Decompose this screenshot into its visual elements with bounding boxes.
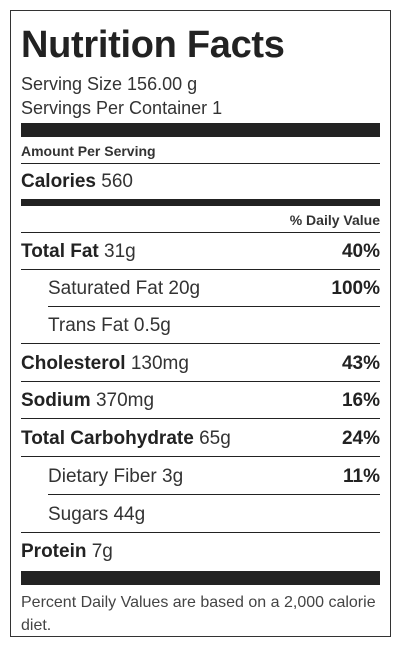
nutrient-amount: 20g: [168, 278, 201, 299]
nutrient-row-total-fat: Total Fat 31g 40%: [21, 233, 380, 270]
nutrient-row-cholesterol: Cholesterol 130mg 43%: [21, 345, 380, 382]
amount-per-serving: Amount Per Serving: [21, 143, 156, 159]
nutrient-amount: 31g: [104, 241, 136, 262]
nutrient-name: Sugars 44g: [48, 504, 145, 526]
calories-value: 560: [101, 171, 133, 192]
serving-size: Serving Size 156.00 g: [21, 74, 198, 94]
divider: [21, 232, 380, 233]
nutrient-amount: 0.5g: [133, 315, 171, 336]
label-title: Nutrition Facts: [21, 24, 285, 66]
nutrient-percent: 43%: [341, 353, 380, 374]
nutrient-label: Total Fat: [21, 241, 99, 262]
row-divider: [21, 456, 380, 457]
nutrient-row-trans-fat: Trans Fat 0.5g: [21, 307, 380, 344]
row-divider: [21, 343, 380, 344]
nutrient-label: Sugars: [48, 504, 109, 525]
nutrient-percent: 11%: [343, 466, 380, 487]
nutrient-percent: 24%: [341, 428, 380, 449]
nutrient-amount: 65g: [199, 428, 231, 449]
nutrient-name: Saturated Fat 20g: [48, 278, 200, 300]
footnote: Percent Daily Values are based on a 2,00…: [21, 594, 376, 634]
servings-per-container: Servings Per Container 1: [21, 98, 223, 118]
nutrient-label: Cholesterol: [21, 353, 126, 374]
nutrient-name: Protein 7g: [21, 541, 113, 563]
nutrient-amount: 370mg: [95, 390, 155, 411]
nutrient-label: Trans Fat: [48, 315, 129, 336]
thick-divider: [21, 123, 380, 137]
nutrient-label: Total Carbohydrate: [21, 428, 194, 449]
calories-row: Calories 560: [21, 163, 380, 199]
nutrient-name: Total Fat 31g: [21, 241, 136, 263]
nutrient-percent: 40%: [341, 241, 380, 262]
nutrient-row-saturated-fat: Saturated Fat 20g 100%: [21, 270, 380, 307]
nutrient-name: Cholesterol 130mg: [21, 353, 189, 375]
nutrient-row-protein: Protein 7g: [21, 533, 380, 570]
nutrient-name: Sodium 370mg: [21, 390, 154, 412]
row-divider: [21, 532, 380, 533]
nutrient-label: Sodium: [21, 390, 91, 411]
nutrient-row-total-carbohydrate: Total Carbohydrate 65g 24%: [21, 420, 380, 457]
nutrient-amount: 7g: [91, 541, 113, 562]
nutrient-percent: 100%: [331, 278, 380, 299]
nutrient-label: Dietary Fiber: [48, 466, 157, 487]
row-divider: [21, 381, 380, 382]
nutrition-label: Nutrition Facts Serving Size 156.00 g Se…: [10, 10, 391, 637]
calories-text: Calories 560: [21, 171, 133, 193]
divider: [21, 163, 380, 164]
nutrient-label: Protein: [21, 541, 87, 562]
nutrient-percent: 16%: [341, 390, 380, 411]
nutrient-amount: 130mg: [130, 353, 189, 374]
nutrient-name: Trans Fat 0.5g: [48, 315, 171, 337]
daily-value-header: % Daily Value: [289, 212, 380, 228]
calories-label: Calories: [21, 171, 96, 192]
nutrient-name: Total Carbohydrate 65g: [21, 428, 231, 450]
nutrient-label: Saturated Fat: [48, 278, 164, 299]
row-divider: [21, 269, 380, 270]
thick-divider: [21, 571, 380, 585]
row-divider: [48, 306, 380, 307]
nutrient-row-sodium: Sodium 370mg 16%: [21, 382, 380, 419]
nutrient-row-dietary-fiber: Dietary Fiber 3g 11%: [21, 458, 380, 495]
medium-divider: [21, 199, 380, 206]
row-divider: [21, 418, 380, 419]
nutrient-name: Dietary Fiber 3g: [48, 466, 183, 488]
nutrient-row-sugars: Sugars 44g: [21, 496, 380, 533]
nutrient-amount: 3g: [162, 466, 184, 487]
nutrient-amount: 44g: [113, 504, 146, 525]
row-divider: [48, 494, 380, 495]
